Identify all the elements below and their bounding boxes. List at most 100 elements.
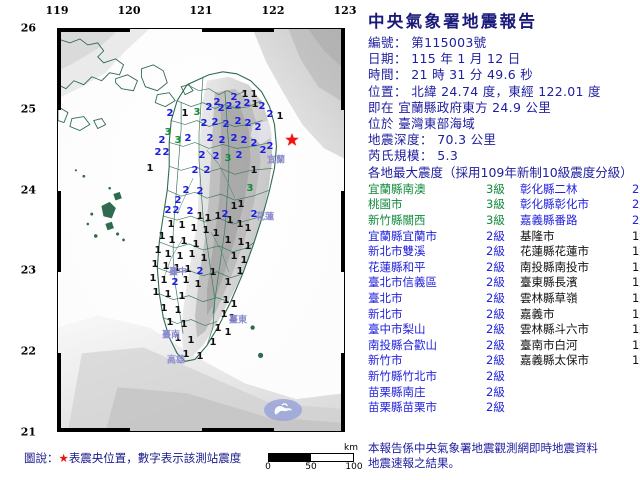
report-meta-value: 5.3 bbox=[433, 148, 459, 164]
station-intensity-value: 1 bbox=[167, 219, 175, 230]
station-intensity-value: 1 bbox=[173, 263, 181, 274]
report-meta-value: 臺灣東部海域 bbox=[394, 116, 476, 132]
station-intensity-value: 2 bbox=[162, 147, 170, 158]
station-intensity-value: 1 bbox=[237, 237, 245, 248]
station-intensity-value: 2 bbox=[166, 108, 174, 119]
intensity-level-value: 1級 bbox=[632, 337, 640, 352]
station-intensity-value: 1 bbox=[202, 225, 210, 236]
station-intensity-value: 2 bbox=[218, 135, 226, 146]
lat-tick-24: 24 bbox=[20, 183, 36, 197]
map-legend: 圖說：★表震央位置，數字表示該測站震度 bbox=[24, 447, 354, 469]
scalebar-tick-100: 100 bbox=[345, 462, 363, 472]
intensity-level-value bbox=[632, 369, 640, 385]
scalebar-tick-50: 50 bbox=[305, 462, 317, 472]
report-meta-value: 第115003號 bbox=[407, 35, 487, 50]
lat-tick-23: 23 bbox=[20, 263, 36, 277]
cwa-logo-watermark bbox=[264, 399, 302, 421]
intensity-level-value: 2級 bbox=[486, 228, 505, 243]
lon-tick-120: 120 bbox=[117, 4, 141, 17]
latitude-axis: 26 25 24 23 22 21 bbox=[2, 22, 36, 439]
station-intensity-value: 1 bbox=[236, 266, 244, 277]
station-intensity-value: 1 bbox=[162, 261, 170, 272]
map-panel: 119 120 121 122 123 26 25 24 23 22 21 bbox=[2, 4, 363, 474]
report-meta-row: 位置： 北緯 24.74 度，東經 122.01 度 bbox=[368, 84, 636, 100]
lon-tick-119: 119 bbox=[45, 4, 69, 17]
page-title: 中央氣象署地震報告 bbox=[368, 12, 538, 31]
report-meta-row: 即在 宜蘭縣政府東方 24.9 公里 bbox=[368, 100, 636, 116]
intensity-location-name bbox=[520, 369, 632, 385]
station-intensity-value: 1 bbox=[180, 236, 188, 247]
intensity-level-value: 1級 bbox=[632, 322, 640, 337]
scalebar-segment-empty bbox=[311, 454, 353, 461]
report-panel: 中央氣象署地震報告 編號： 第115003號 日期： 115 年 1 月 12 日… bbox=[360, 0, 640, 480]
station-intensity-value: 1 bbox=[164, 289, 172, 300]
station-intensity-value: 1 bbox=[168, 235, 176, 246]
station-intensity-value: 2 bbox=[174, 195, 182, 206]
station-intensity-value: 1 bbox=[220, 309, 228, 320]
station-intensity-value: 2 bbox=[235, 150, 243, 161]
station-intensity-value: 1 bbox=[230, 251, 238, 262]
report-meta-row: 日期： 115 年 1 月 12 日 bbox=[368, 51, 636, 67]
scalebar-tick-0: 0 bbox=[265, 462, 271, 472]
station-intensity-value: 1 bbox=[224, 277, 232, 288]
station-intensity-value: 1 bbox=[160, 303, 168, 314]
intensity-location-name bbox=[520, 400, 632, 416]
legend-star-icon: ★ bbox=[58, 451, 69, 465]
report-meta-label: 位置： bbox=[368, 83, 408, 99]
intensity-level-value: 2級 bbox=[486, 244, 505, 259]
intensity-location-name: 新竹縣關西 bbox=[368, 213, 426, 228]
station-intensity-value: 1 bbox=[151, 259, 159, 270]
lon-tick-121: 121 bbox=[189, 4, 213, 17]
intensity-location-name: 新竹市 bbox=[368, 353, 403, 368]
report-metadata-list: 編號： 第115003號 日期： 115 年 1 月 12 日時間： 21 時 3… bbox=[368, 35, 636, 165]
scalebar-segment-filled bbox=[269, 454, 311, 461]
legend-description: 表震央位置，數字表示該測站震度 bbox=[68, 451, 242, 465]
map-canvas bbox=[58, 29, 344, 431]
map-ruler-right-1 bbox=[341, 29, 344, 110]
station-intensity-value: 2 bbox=[258, 101, 266, 112]
station-intensity-value: 1 bbox=[176, 251, 184, 262]
station-intensity-value: 1 bbox=[174, 305, 182, 316]
epicenter-star-icon: ★ bbox=[284, 130, 300, 151]
station-intensity-value: 2 bbox=[244, 118, 252, 129]
station-intensity-value: 1 bbox=[228, 313, 236, 324]
station-intensity-value: 1 bbox=[250, 89, 258, 100]
report-meta-label: 即在 bbox=[368, 99, 395, 115]
station-intensity-value: 2 bbox=[206, 133, 214, 144]
station-intensity-value: 1 bbox=[240, 255, 248, 266]
intensity-level-value: 2級 bbox=[486, 384, 505, 399]
intensity-level-value: 1級 bbox=[632, 259, 640, 274]
station-intensity-value: 1 bbox=[209, 337, 217, 348]
station-intensity-value: 1 bbox=[152, 287, 160, 298]
station-intensity-value: 2 bbox=[221, 209, 229, 220]
station-intensity-value: 1 bbox=[182, 275, 190, 286]
intensity-location-name: 南投縣合歡山 bbox=[368, 337, 437, 352]
report-meta-label: 地震深度： bbox=[368, 132, 434, 148]
intensity-level-value: 1級 bbox=[632, 244, 640, 259]
scalebar-ticks: 0 50 100 bbox=[265, 462, 362, 474]
map-ruler-left-3 bbox=[58, 353, 61, 431]
station-intensity-value: 3 bbox=[174, 135, 182, 146]
station-intensity-value: 2 bbox=[164, 205, 172, 216]
report-footer-line: 地震速報之結果。 bbox=[368, 455, 460, 470]
scalebar-unit: km bbox=[344, 443, 358, 453]
longitude-axis: 119 120 121 122 123 bbox=[46, 4, 357, 24]
station-intensity-value: 2 bbox=[182, 185, 190, 196]
station-intensity-value: 1 bbox=[230, 201, 238, 212]
station-intensity-value: 2 bbox=[212, 151, 220, 162]
station-intensity-value: 2 bbox=[230, 133, 238, 144]
station-intensity-value: 1 bbox=[214, 323, 222, 334]
station-intensity-value: 1 bbox=[187, 335, 195, 346]
station-intensity-value: 2 bbox=[250, 209, 258, 220]
map-scalebar: km 0 50 100 bbox=[265, 443, 362, 474]
report-meta-label: 芮氏規模： bbox=[368, 148, 434, 164]
map-ruler-top-2 bbox=[202, 29, 274, 32]
map-ruler-right-3 bbox=[341, 353, 344, 431]
station-intensity-value: 2 bbox=[234, 116, 242, 127]
intensity-level-value: 2級 bbox=[486, 368, 505, 383]
intensity-level-value: 3級 bbox=[486, 181, 505, 196]
station-intensity-value: 2 bbox=[172, 205, 180, 216]
report-footer: 本報告係中央氣象署地震觀測網即時地震資料 地震速報之結果。 bbox=[368, 441, 640, 470]
station-intensity-value: 2 bbox=[203, 165, 211, 176]
